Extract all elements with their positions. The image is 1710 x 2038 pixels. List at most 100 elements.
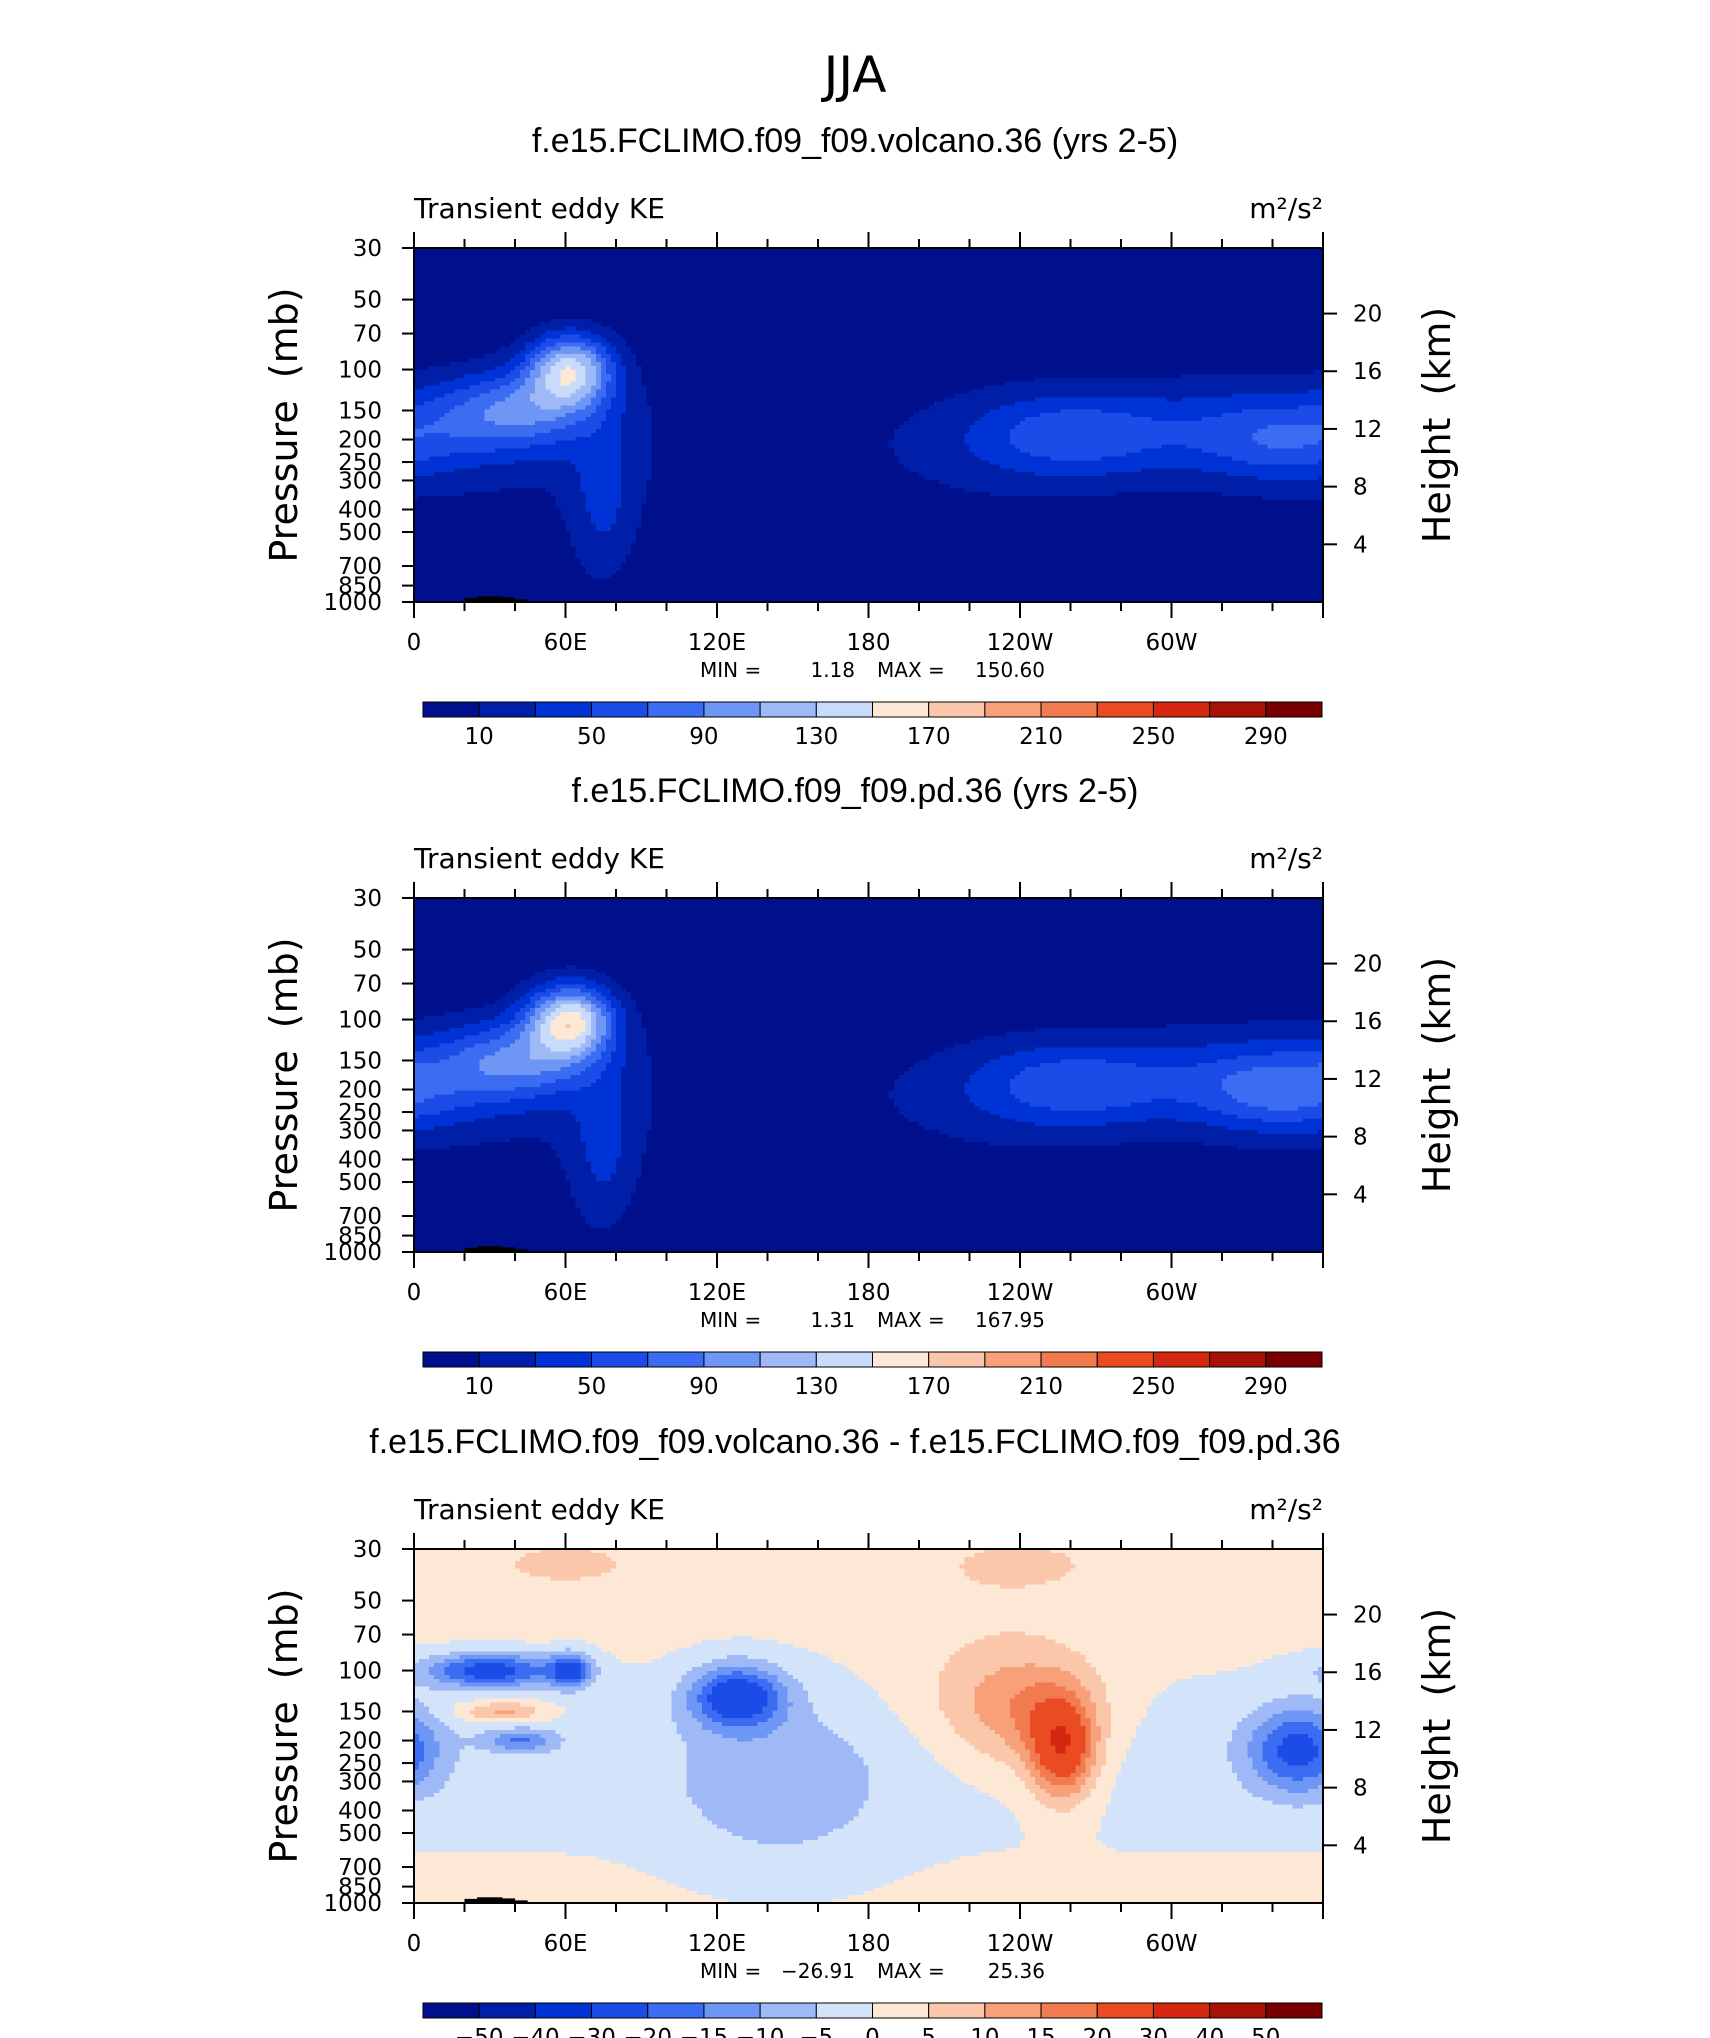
contour-cell [1055, 1745, 1067, 1751]
contour-cell [969, 389, 1309, 395]
contour-cell [651, 1659, 713, 1664]
contour-cell [414, 598, 1324, 603]
contour-cell [651, 1086, 895, 1092]
contour-cell [858, 1808, 1011, 1814]
contour-cell [999, 1114, 1238, 1119]
contour-cell [499, 1047, 531, 1052]
contour-fill [414, 898, 1324, 1253]
contour-cell [429, 1706, 455, 1711]
contour-cell [691, 1710, 703, 1715]
contour-cell [1065, 1729, 1087, 1735]
contour-cell [964, 1560, 1072, 1566]
contour-cell [575, 1196, 632, 1202]
contour-cell [580, 1134, 622, 1139]
contour-cell [479, 381, 511, 387]
contour-cell [530, 1047, 551, 1052]
y-tick-label: 30 [353, 886, 382, 912]
contour-cell [414, 1899, 728, 1904]
contour-cell [464, 1667, 516, 1672]
contour-cell [676, 1729, 713, 1735]
contour-cell [1262, 1753, 1279, 1759]
contour-cell [580, 476, 622, 481]
contour-cell [636, 535, 1324, 540]
contour-cell [434, 1714, 455, 1719]
contour-cell [944, 1667, 1001, 1672]
contour-cell [641, 1173, 1324, 1178]
contour-cell [474, 1698, 541, 1703]
contour-cell [590, 401, 602, 406]
contour-cell [520, 1035, 531, 1041]
contour-cell [580, 346, 597, 351]
contour-cell [459, 1753, 688, 1759]
contour-cell [540, 322, 602, 328]
contour-cell [701, 1702, 713, 1707]
contour-cell [449, 362, 506, 367]
contour-cell [550, 366, 567, 371]
contour-cell [621, 1075, 652, 1080]
contour-cell [454, 1714, 476, 1719]
contour-cell [686, 1887, 875, 1892]
contour-cell [550, 491, 587, 497]
contour-cell [1045, 1698, 1067, 1703]
contour-cell [964, 432, 1011, 438]
contour-cell [414, 1891, 698, 1896]
topography-cell [502, 1249, 528, 1252]
contour-cell [1222, 1110, 1324, 1115]
contour-cell [555, 1008, 587, 1013]
contour-cell [540, 1027, 551, 1033]
contour-cell [595, 1012, 602, 1017]
contour-cell [515, 1012, 526, 1017]
contour-cell [1105, 1745, 1132, 1751]
contour-cell [414, 566, 587, 572]
contour-cell [449, 1651, 587, 1656]
contour-cell [999, 1055, 1238, 1060]
contour-cell [636, 539, 1324, 544]
contour-cell [605, 366, 617, 371]
contour-cell [560, 334, 582, 340]
contour-cell [621, 476, 652, 481]
contour-cell [767, 1670, 789, 1676]
contour-cell [1025, 1836, 1097, 1841]
contour-cell [414, 539, 572, 544]
contour-cell [449, 1674, 476, 1680]
contour-cell [414, 519, 567, 524]
contour-cell [1085, 1710, 1097, 1715]
contour-cell [1085, 1655, 1274, 1660]
contour-cell [621, 354, 637, 359]
contour-cell [701, 1722, 723, 1727]
contour-cell [853, 1749, 930, 1755]
contour-cell [621, 491, 647, 497]
contour-cell [545, 1008, 556, 1013]
contour-cell [621, 1004, 637, 1009]
contour-cell [621, 468, 652, 473]
contour-cell [600, 362, 607, 367]
contour-cell [641, 1012, 1324, 1017]
contour-cell [600, 354, 612, 359]
contour-cell [989, 1110, 1223, 1115]
contour-cell [540, 1023, 551, 1029]
contour-cell [595, 988, 612, 993]
contour-cell [595, 1027, 607, 1033]
contour-cell [616, 1560, 966, 1566]
contour-cell [1085, 1777, 1097, 1782]
contour-cell [540, 1016, 546, 1021]
contour-cell [974, 421, 1021, 426]
contour-cell [757, 1840, 804, 1845]
contour-cell [984, 1678, 1082, 1684]
contour-cell [1050, 1733, 1072, 1739]
contour-cell [949, 1722, 986, 1727]
contour-cell [610, 1000, 622, 1005]
contour-cell [429, 456, 622, 461]
contour-cell [575, 389, 592, 395]
contour-cell [1216, 452, 1324, 458]
contour-cell [727, 1899, 834, 1904]
contour-cell [585, 1220, 617, 1226]
colorbar-swatch [1096, 2002, 1154, 2019]
contour-cell [509, 1004, 526, 1009]
contour-cell [414, 1216, 587, 1222]
contour-cell [646, 1047, 945, 1052]
contour-cell [1090, 1698, 1107, 1703]
contour-cell [414, 933, 1324, 938]
contour-cell [414, 1820, 713, 1825]
contour-cell [414, 1733, 420, 1739]
